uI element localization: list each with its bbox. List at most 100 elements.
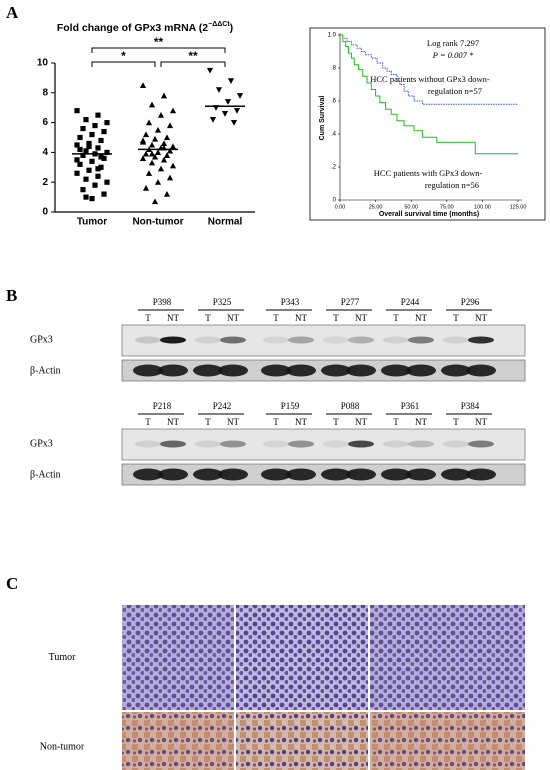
data-point: [148, 141, 156, 148]
band: [406, 468, 436, 481]
lane-label: T: [205, 313, 211, 323]
data-point: [169, 107, 177, 114]
data-point: [148, 101, 156, 108]
band: [441, 468, 471, 481]
band: [193, 468, 223, 481]
lane-label: T: [273, 417, 279, 427]
series-label: HCC patients without GPx3 down-: [370, 74, 490, 84]
lane-label: NT: [415, 313, 427, 323]
band: [406, 364, 436, 377]
sample-label: P384: [461, 401, 480, 411]
lane-label: T: [453, 417, 459, 427]
data-point: [221, 111, 229, 117]
data-point: [98, 137, 104, 144]
band: [288, 440, 314, 448]
data-point: [166, 122, 174, 129]
data-point: [157, 165, 165, 172]
data-point: [98, 154, 104, 160]
band: [195, 336, 221, 344]
band: [321, 468, 351, 481]
blot-gpx3: [121, 428, 526, 461]
panel-label: C: [6, 574, 18, 593]
band: [135, 336, 161, 344]
data-point: [104, 179, 110, 185]
band: [133, 364, 163, 377]
panel-label: A: [6, 3, 19, 22]
data-point: [95, 173, 101, 179]
survival-curve: [340, 34, 518, 155]
lane-label: NT: [167, 313, 179, 323]
data-point: [95, 145, 101, 151]
data-point: [80, 125, 86, 132]
band: [321, 364, 351, 377]
y-tick-label: .6: [331, 99, 337, 105]
data-point: [151, 153, 159, 160]
x-tick-label: 125.00: [510, 204, 527, 210]
series-label: HCC patients with GPx3 down-: [374, 168, 483, 178]
sample-label: P325: [213, 297, 232, 307]
lane-label: NT: [355, 313, 367, 323]
lane-label: T: [145, 313, 151, 323]
lane-label: NT: [227, 417, 239, 427]
sample-label: P296: [461, 297, 480, 307]
band: [286, 468, 316, 481]
band: [218, 468, 248, 481]
data-point: [230, 120, 238, 126]
band-label: GPx3: [30, 334, 53, 345]
data-point: [148, 159, 156, 166]
data-point: [92, 122, 98, 129]
lane-label: T: [333, 417, 339, 427]
blot-gpx3: [121, 324, 526, 357]
band: [160, 440, 186, 448]
band: [408, 336, 434, 344]
band: [381, 468, 411, 481]
data-point: [157, 112, 165, 118]
band: [348, 440, 374, 448]
data-point: [139, 82, 147, 88]
ihc-image: [122, 605, 234, 710]
data-point: [101, 128, 107, 135]
data-point: [151, 135, 159, 142]
title-part: Fold change of GPx3 mRNA (2: [57, 22, 208, 34]
band: [383, 336, 409, 344]
data-point: [86, 140, 92, 147]
band: [133, 468, 163, 481]
y-tick-label: 4: [42, 147, 48, 158]
survival-curve: [340, 34, 518, 105]
data-point: [169, 143, 177, 150]
band: [381, 364, 411, 377]
data-point: [92, 182, 98, 188]
band: [195, 440, 221, 448]
data-point: [163, 152, 171, 158]
y-tick-label: 8: [42, 87, 48, 98]
significance-bracket: [160, 61, 226, 67]
data-point: [233, 108, 241, 114]
lane-label: T: [393, 417, 399, 427]
data-point: [74, 157, 80, 163]
y-tick-label: 0: [42, 207, 48, 218]
lane-label: NT: [167, 417, 179, 427]
x-tick-label: 50.00: [404, 204, 418, 210]
significance-bracket: [91, 61, 156, 67]
data-point: [163, 134, 171, 141]
title-part: −ΔΔCt: [208, 21, 230, 28]
series-label: regulation n=57: [428, 86, 482, 96]
lane-label: NT: [295, 313, 307, 323]
significance-label: *: [121, 49, 126, 63]
band: [468, 336, 494, 344]
sample-label: P277: [341, 297, 360, 307]
title-part: ): [230, 22, 234, 34]
sample-label: P343: [281, 297, 300, 307]
data-point: [139, 155, 147, 161]
band: [288, 336, 314, 344]
data-point: [83, 176, 89, 182]
sample-label: P361: [401, 401, 420, 411]
y-axis-title: Cum Survival: [319, 96, 326, 141]
chart-frame: [309, 27, 546, 221]
lane-label: NT: [227, 313, 239, 323]
band: [220, 440, 246, 448]
annotation: Log rank 7.297: [427, 38, 479, 48]
data-point: [145, 119, 153, 126]
band: [263, 440, 289, 448]
